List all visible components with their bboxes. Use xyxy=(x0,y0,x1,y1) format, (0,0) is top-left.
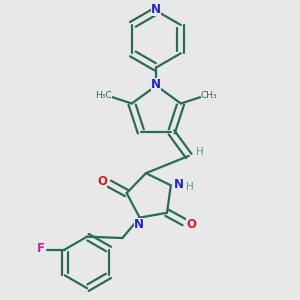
Text: CH₃: CH₃ xyxy=(201,91,218,100)
Text: N: N xyxy=(134,218,144,231)
Text: O: O xyxy=(186,218,196,231)
Text: N: N xyxy=(151,3,161,16)
Text: F: F xyxy=(37,242,44,255)
Text: O: O xyxy=(98,175,107,188)
Text: H: H xyxy=(196,147,204,157)
Text: H: H xyxy=(187,182,194,192)
Text: N: N xyxy=(174,178,184,191)
Text: N: N xyxy=(151,78,161,91)
Text: H₃C: H₃C xyxy=(95,91,112,100)
